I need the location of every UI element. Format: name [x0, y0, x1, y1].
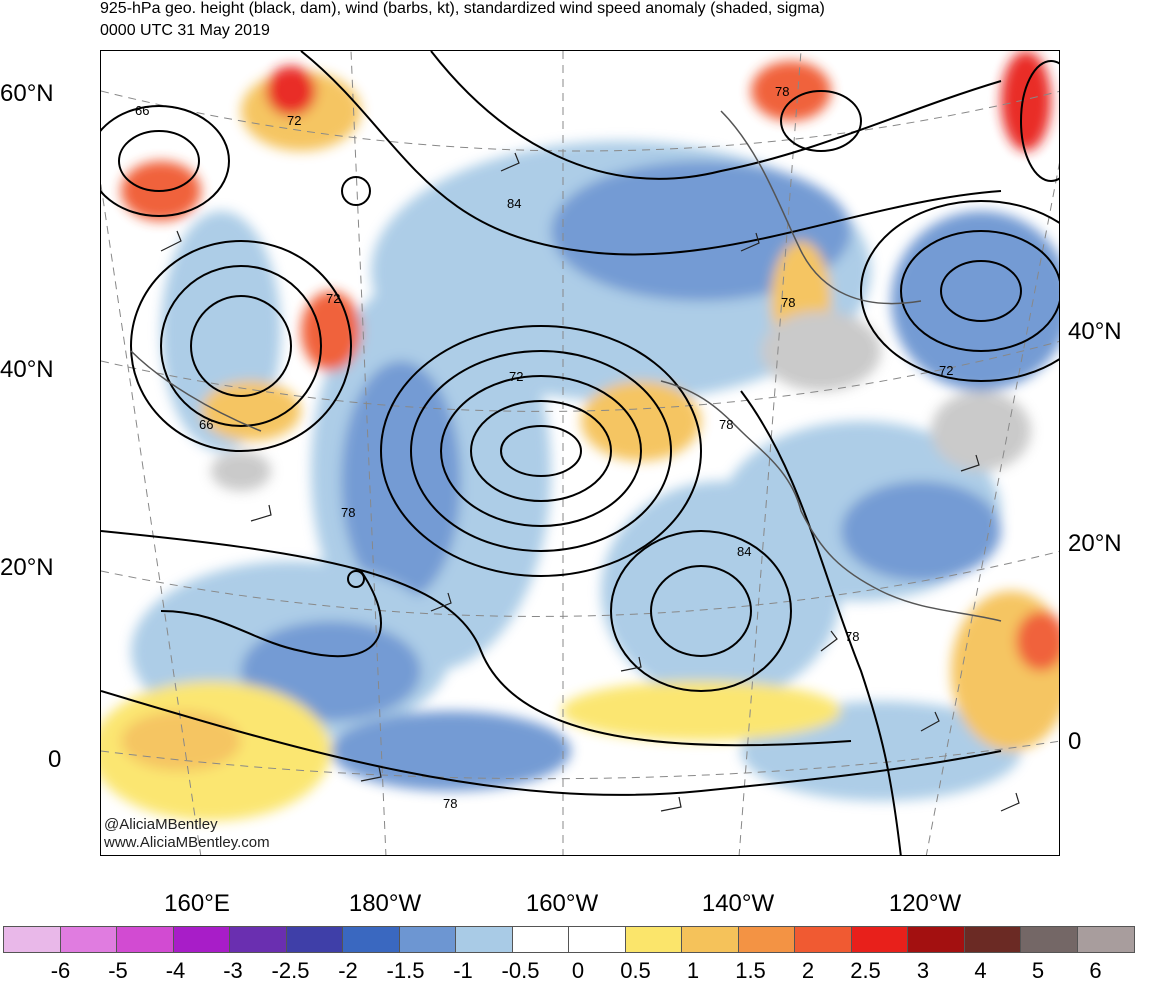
map-panel: 66 72 84 72 66 78 72 78 84 78 78 78 72 7…: [100, 50, 1060, 856]
colorbar-tick-label: -5: [108, 958, 128, 983]
contour-label: 72: [939, 363, 954, 378]
colorbar-swatch: [286, 927, 343, 952]
colorbar-swatch: [512, 927, 569, 952]
lat-label-right: 20°N: [1068, 530, 1122, 557]
colorbar-swatch: [173, 927, 230, 952]
colorbar-swatch: [738, 927, 795, 952]
colorbar-tick-label: 0.5: [620, 958, 651, 983]
colorbar-tick-label: 3: [916, 958, 930, 983]
colorbar-tick-label: -2.5: [271, 958, 310, 983]
colorbar-swatch: [908, 927, 965, 952]
colorbar-swatch: [569, 927, 626, 952]
colorbar-swatch: [1077, 927, 1134, 952]
colorbar: [3, 926, 1135, 953]
colorbar-tick-label: -0.5: [501, 958, 540, 983]
contour-label: 66: [135, 103, 150, 118]
lat-label-left: 60°N: [0, 80, 54, 107]
colorbar-swatch: [682, 927, 739, 952]
colorbar-tick-label: -4: [165, 958, 186, 983]
colorbar-swatch: [964, 927, 1021, 952]
lon-label: 120°W: [888, 890, 962, 917]
colorbar-swatch: [230, 927, 287, 952]
colorbar-swatch: [795, 927, 852, 952]
colorbar-tick-label: 6: [1089, 958, 1102, 983]
colorbar-tick-label: -1: [453, 958, 473, 983]
contour-label: 78: [341, 505, 356, 520]
colorbar-swatch: [60, 927, 117, 952]
colorbar-tick-label: -1.5: [386, 958, 425, 983]
map-title: 925-hPa geo. height (black, dam), wind (…: [100, 0, 825, 17]
contour-label: 78: [443, 796, 458, 811]
colorbar-tick-label: 0: [571, 958, 585, 983]
contour-label: 78: [775, 84, 790, 99]
lat-label-right: 0: [1068, 728, 1082, 755]
credit-handle: @AliciaMBentley: [104, 816, 218, 833]
colorbar-tick-label: 1: [686, 958, 700, 983]
contour-label: 66: [199, 417, 214, 432]
colorbar-swatch: [851, 927, 908, 952]
colorbar-tick-label: -6: [50, 958, 71, 983]
colorbar-swatch: [343, 927, 400, 952]
map-valid-time: 0000 UTC 31 May 2019: [100, 22, 270, 39]
colorbar-swatch: [399, 927, 456, 952]
contour-label: 72: [287, 113, 302, 128]
colorbar-tick-label: -2: [338, 958, 358, 983]
colorbar-swatch: [1021, 927, 1078, 952]
credit-website[interactable]: www.AliciaMBentley.com: [104, 834, 270, 851]
lon-label: 160°E: [164, 890, 230, 917]
map-graphic: [101, 51, 1059, 855]
contour-label: 84: [737, 544, 752, 559]
lon-label: 160°W: [525, 890, 599, 917]
colorbar-swatch: [625, 927, 682, 952]
lon-label: 180°W: [348, 890, 422, 917]
contour-label: 84: [507, 196, 522, 211]
lat-label-right: 40°N: [1068, 318, 1122, 345]
colorbar-swatch: [4, 927, 61, 952]
contour-label: 78: [719, 417, 734, 432]
wind-barbs: [160, 152, 1020, 812]
contour-label: 72: [326, 291, 341, 306]
height-contours: [101, 51, 1059, 855]
colorbar-tick-label: 2.5: [850, 958, 881, 983]
colorbar-tick-label: 2: [801, 958, 815, 983]
colorbar-swatch: [117, 927, 174, 952]
contour-label: 78: [845, 629, 860, 644]
lon-label: 140°W: [701, 890, 775, 917]
contour-label: 72: [509, 369, 524, 384]
colorbar-tick-label: 4: [974, 958, 987, 983]
coastlines: [130, 110, 1002, 622]
lat-label-left: 40°N: [0, 356, 54, 383]
colorbar-tick-label: 5: [1031, 958, 1045, 983]
colorbar-swatch: [456, 927, 513, 952]
colorbar-tick-label: 1.5: [735, 958, 766, 983]
colorbar-tick-label: -3: [223, 958, 243, 983]
lat-label-left: 0: [48, 746, 62, 773]
lat-label-left: 20°N: [0, 554, 54, 581]
anomaly-shading: [101, 51, 1059, 821]
contour-label: 78: [781, 295, 796, 310]
